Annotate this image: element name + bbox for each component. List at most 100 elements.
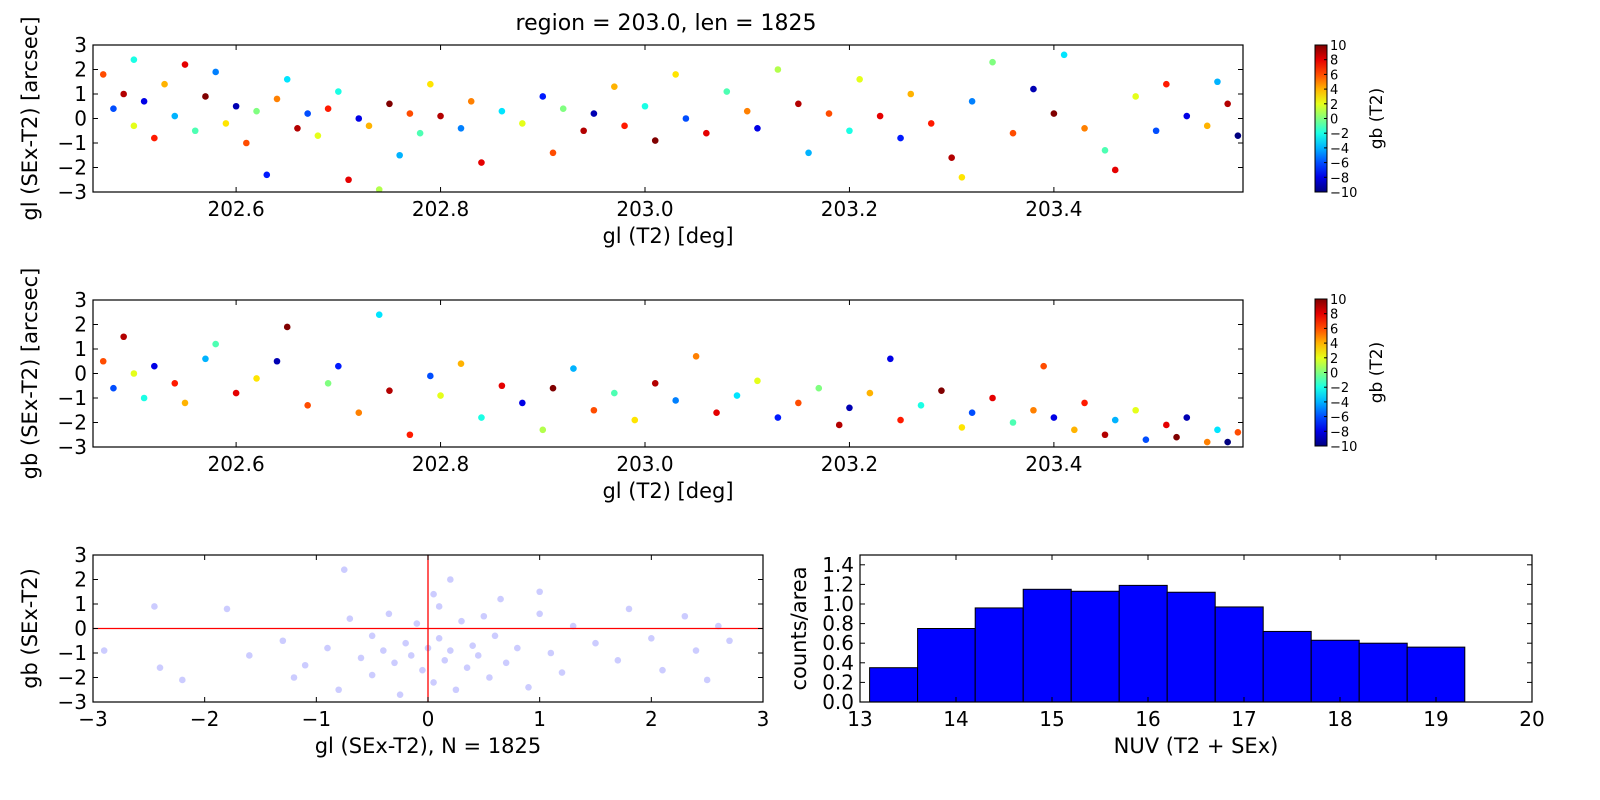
data-point bbox=[222, 120, 230, 127]
data-point bbox=[672, 71, 679, 78]
data-point bbox=[385, 610, 393, 618]
data-point bbox=[324, 644, 331, 652]
data-point bbox=[907, 90, 915, 98]
data-point bbox=[324, 380, 332, 387]
data-point bbox=[457, 360, 465, 368]
plot-area bbox=[93, 555, 763, 702]
data-point bbox=[179, 676, 186, 684]
x-tick-label: 2 bbox=[645, 707, 658, 731]
axes-frame bbox=[859, 554, 1533, 703]
data-point bbox=[835, 421, 843, 429]
data-point bbox=[375, 186, 383, 192]
x-tick-label: 202.8 bbox=[412, 197, 469, 221]
data-point bbox=[335, 362, 342, 370]
x-axis-label: gl (T2) [deg] bbox=[602, 224, 733, 248]
data-point bbox=[938, 387, 945, 394]
data-point bbox=[263, 171, 271, 179]
data-point bbox=[681, 612, 689, 620]
data-point bbox=[625, 605, 633, 613]
x-tick-label: 203.2 bbox=[821, 197, 878, 221]
data-point bbox=[1183, 414, 1191, 421]
data-point bbox=[547, 649, 555, 657]
data-point bbox=[1214, 78, 1221, 86]
y-tick-label: −2 bbox=[58, 156, 87, 180]
data-point bbox=[659, 666, 666, 674]
x-tick-label: 17 bbox=[1231, 707, 1256, 731]
data-point bbox=[130, 370, 138, 377]
histogram-bar bbox=[869, 667, 919, 702]
data-point bbox=[223, 605, 231, 613]
x-tick-label: 203.2 bbox=[821, 452, 878, 476]
data-point bbox=[795, 399, 802, 407]
y-tick-label: 0 bbox=[74, 107, 87, 131]
data-point bbox=[355, 409, 363, 417]
data-point bbox=[968, 409, 976, 417]
data-point bbox=[375, 311, 383, 319]
data-point bbox=[1203, 122, 1211, 130]
y-tick-label: 2 bbox=[74, 58, 87, 82]
y-tick-label: 0.4 bbox=[822, 651, 854, 675]
data-point bbox=[413, 620, 421, 627]
data-point bbox=[795, 100, 802, 108]
data-point bbox=[1009, 419, 1017, 426]
data-point bbox=[430, 679, 437, 686]
x-tick-label: 16 bbox=[1135, 707, 1160, 731]
data-point bbox=[580, 127, 587, 135]
axes-frame bbox=[92, 44, 1244, 193]
data-point bbox=[463, 664, 471, 671]
data-point bbox=[846, 404, 853, 412]
axes-frame bbox=[92, 299, 1244, 448]
data-point bbox=[498, 382, 506, 390]
y-tick-label: 0.0 bbox=[822, 690, 854, 714]
histogram-bar bbox=[1262, 630, 1312, 702]
data-point bbox=[703, 129, 710, 137]
x-tick-label: 13 bbox=[847, 707, 872, 731]
data-point bbox=[437, 112, 444, 120]
data-point bbox=[340, 566, 348, 573]
data-point bbox=[368, 671, 376, 679]
data-point bbox=[1234, 429, 1242, 436]
data-point bbox=[536, 610, 543, 618]
data-point bbox=[1152, 127, 1160, 135]
data-point bbox=[1224, 100, 1231, 108]
data-point bbox=[140, 98, 148, 105]
data-point bbox=[304, 110, 311, 117]
data-point bbox=[723, 88, 731, 95]
data-point bbox=[458, 617, 465, 625]
data-point bbox=[897, 416, 904, 424]
plot-area bbox=[99, 51, 1242, 192]
data-point bbox=[1101, 431, 1109, 439]
data-point bbox=[355, 115, 363, 122]
data-point bbox=[246, 652, 253, 659]
y-tick-label: −2 bbox=[58, 666, 87, 690]
data-point bbox=[866, 389, 874, 397]
colorbar-tick-label: −10 bbox=[1330, 186, 1357, 201]
data-point bbox=[232, 389, 240, 397]
data-point bbox=[478, 414, 485, 421]
histogram-bar bbox=[1406, 646, 1466, 702]
x-tick-label: 3 bbox=[757, 707, 770, 731]
data-point bbox=[1214, 426, 1221, 434]
data-point bbox=[202, 355, 209, 363]
x-tick-label: 18 bbox=[1327, 707, 1352, 731]
data-point bbox=[692, 647, 700, 654]
colorbar-tick-label: 6 bbox=[1330, 322, 1338, 337]
y-tick-label: −3 bbox=[58, 690, 87, 714]
data-point bbox=[212, 340, 219, 348]
data-point bbox=[447, 576, 454, 583]
data-point bbox=[151, 134, 158, 142]
data-point bbox=[273, 95, 281, 103]
data-point bbox=[486, 674, 493, 681]
data-point bbox=[549, 149, 557, 157]
data-point bbox=[294, 125, 301, 132]
data-point bbox=[590, 110, 598, 117]
y-tick-label: 3 bbox=[74, 33, 87, 57]
colorbar-tick-label: −4 bbox=[1330, 396, 1349, 411]
data-point bbox=[100, 647, 108, 654]
data-point bbox=[437, 392, 444, 399]
data-point bbox=[989, 58, 996, 66]
colorbar-label: gb (T2) bbox=[1367, 88, 1387, 149]
data-point bbox=[202, 93, 209, 100]
data-point bbox=[1173, 433, 1180, 441]
